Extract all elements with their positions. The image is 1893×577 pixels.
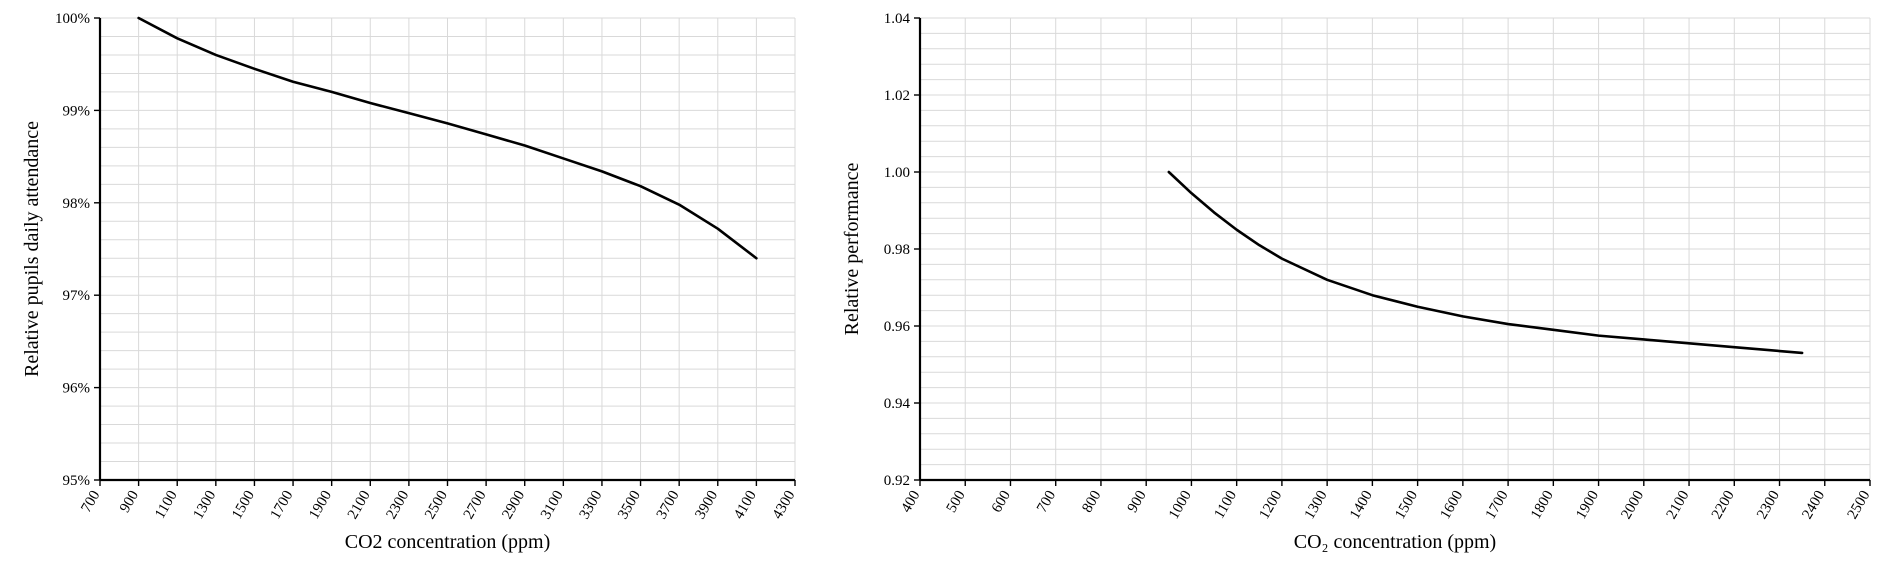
left-y-tick-label: 95% [63, 473, 91, 489]
left-y-tick-label: 100% [55, 11, 90, 27]
left-x-tick-label: 3500 [615, 488, 644, 522]
left-x-tick-label: 2100 [345, 488, 374, 522]
right-y-tick-label: 1.04 [884, 11, 911, 27]
right-y-tick-label: 0.98 [884, 242, 910, 258]
left-y-tick-label: 99% [63, 103, 91, 119]
right-x-tick-label: 1900 [1573, 488, 1602, 522]
right-x-tick-label: 1200 [1257, 488, 1286, 522]
left-x-tick-label: 2300 [383, 488, 412, 522]
right-x-tick-label: 2100 [1664, 488, 1693, 522]
right-x-tick-label: 2000 [1618, 488, 1647, 522]
right-y-tick-label: 0.92 [884, 473, 910, 489]
right-x-tick-label: 1300 [1302, 488, 1331, 522]
left-y-tick-label: 96% [63, 381, 91, 397]
right-y-tick-label: 1.02 [884, 88, 910, 104]
right-x-tick-label: 600 [989, 488, 1014, 515]
left-x-tick-label: 2900 [499, 488, 528, 522]
left-x-tick-label: 3300 [577, 488, 606, 522]
left-x-tick-label: 900 [117, 488, 142, 515]
right-x-tick-label: 700 [1034, 488, 1059, 515]
right-svg: 0.92 0.94 0.96 0.98 1.00 1.02 1.04 400 500 600 700… [820, 0, 1893, 577]
right-chart-panel: 0.92 0.94 0.96 0.98 1.00 1.02 1.04 400 500 600 700… [820, 0, 1893, 577]
right-x-tick-label: 1700 [1483, 488, 1512, 522]
right-x-tick-label: 1000 [1166, 488, 1195, 522]
right-y-tick-label: 1.00 [884, 165, 910, 181]
left-y-tick-label: 98% [63, 196, 91, 212]
right-x-tick-label: 1600 [1437, 488, 1466, 522]
right-y-axis-title: Relative performance [841, 163, 863, 336]
left-x-tick-label: 4100 [731, 488, 760, 522]
right-y-tick-label: 0.94 [884, 396, 911, 412]
left-x-tick-label: 1700 [268, 488, 297, 522]
right-x-tick-label: 900 [1125, 488, 1150, 515]
left-x-tick-label: 1100 [152, 488, 181, 522]
left-x-tick-label: 3100 [538, 488, 567, 522]
right-x-tick-label: 1400 [1347, 488, 1376, 522]
figure-canvas: 95% 96% 97% 98% 99% 100% 700 900 1100 1300 1500 170… [0, 0, 1893, 577]
left-x-tick-label: 1900 [306, 488, 335, 522]
left-x-tick-label: 4300 [770, 488, 799, 522]
left-y-tick-label: 97% [63, 288, 91, 304]
left-x-tick-label: 1500 [229, 488, 258, 522]
left-x-tick-label: 2500 [422, 488, 451, 522]
right-x-tick-label: 1800 [1528, 488, 1557, 522]
right-x-tick-label: 2200 [1709, 488, 1738, 522]
left-x-tick-label: 1300 [190, 488, 219, 522]
right-y-tick-label: 0.96 [884, 319, 911, 335]
right-x-tick-label: 1500 [1392, 488, 1421, 522]
left-x-tick-label: 700 [78, 488, 103, 515]
left-y-axis-title: Relative pupils daily attendance [21, 121, 43, 377]
right-x-tick-label: 1100 [1212, 488, 1241, 522]
left-x-tick-label: 2700 [461, 488, 490, 522]
right-x-tick-label: 800 [1079, 488, 1104, 515]
right-x-axis-title: CO₂ concentration (ppm) [1294, 531, 1496, 553]
right-x-tick-label: 400 [898, 488, 923, 515]
right-x-tick-label: 2300 [1754, 488, 1783, 522]
right-x-tick-label: 500 [944, 488, 969, 515]
left-x-tick-label: 3700 [654, 488, 683, 522]
left-x-axis-title: CO2 concentration (ppm) [345, 531, 551, 553]
right-x-tick-label: 2400 [1799, 488, 1828, 522]
right-x-tick-label: 2500 [1845, 488, 1874, 522]
left-x-tick-label: 3900 [692, 488, 721, 522]
